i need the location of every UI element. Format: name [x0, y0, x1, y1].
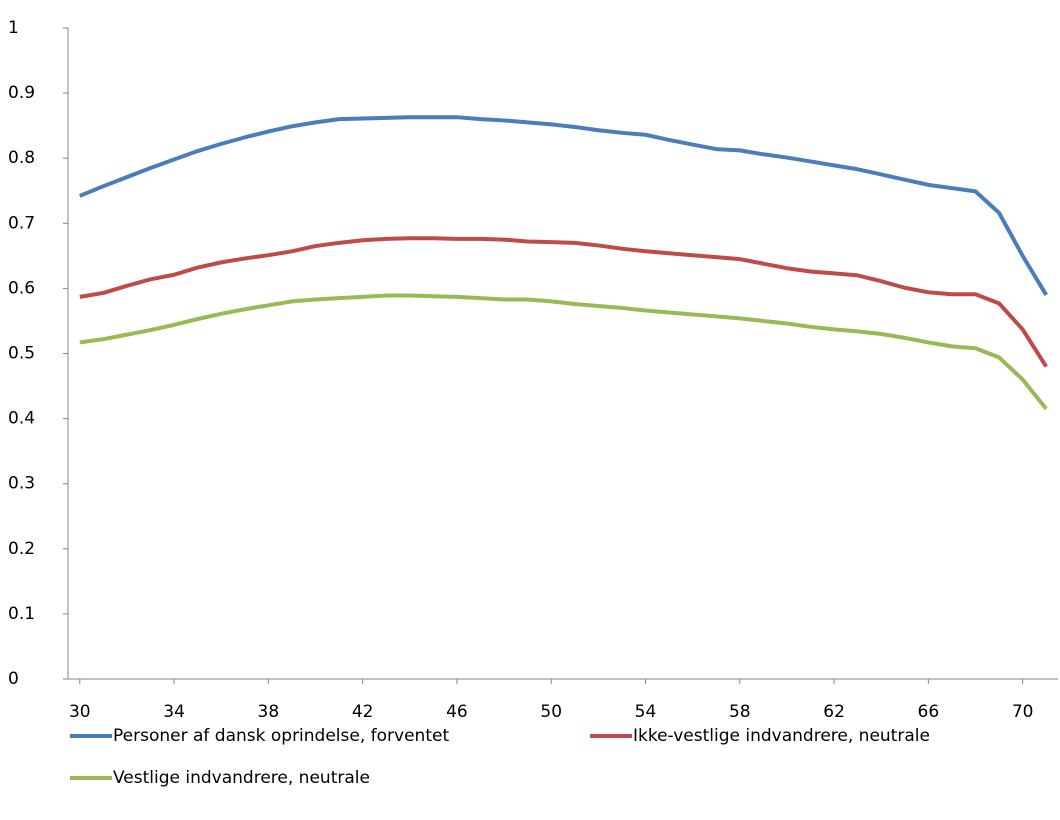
y-tick-label: 0.9 [8, 83, 35, 103]
y-tick-label: 1 [8, 18, 19, 38]
x-tick-label: 34 [163, 702, 185, 722]
x-tick-label: 38 [258, 702, 280, 722]
x-tick-label: 54 [635, 702, 657, 722]
y-tick-label: 0.6 [8, 278, 35, 298]
y-tick-label: 0 [8, 669, 19, 689]
y-tick-label: 0.3 [8, 474, 35, 494]
legend-label: Personer af dansk oprindelse, forventet [113, 726, 449, 746]
y-tick-label: 0.1 [8, 604, 35, 624]
y-tick-label: 0.5 [8, 344, 35, 364]
x-tick-label: 70 [1012, 702, 1034, 722]
series-line [79, 236, 1048, 368]
x-tick-label: 42 [352, 702, 374, 722]
x-tick-label: 58 [729, 702, 751, 722]
series-line [79, 293, 1048, 411]
x-tick-label: 30 [69, 702, 91, 722]
x-tick-label: 46 [446, 702, 468, 722]
x-tick-label: 66 [918, 702, 940, 722]
y-tick-label: 0.7 [8, 213, 35, 233]
y-tick-label: 0.2 [8, 539, 35, 559]
x-tick-label: 62 [823, 702, 845, 722]
legend-label: Vestlige indvandrere, neutrale [113, 768, 370, 788]
legend-label: Ikke-vestlige indvandrere, neutrale [633, 726, 930, 746]
y-tick-label: 0.4 [8, 409, 35, 429]
series-line [79, 115, 1048, 296]
x-tick-label: 50 [540, 702, 562, 722]
y-tick-label: 0.8 [8, 148, 35, 168]
